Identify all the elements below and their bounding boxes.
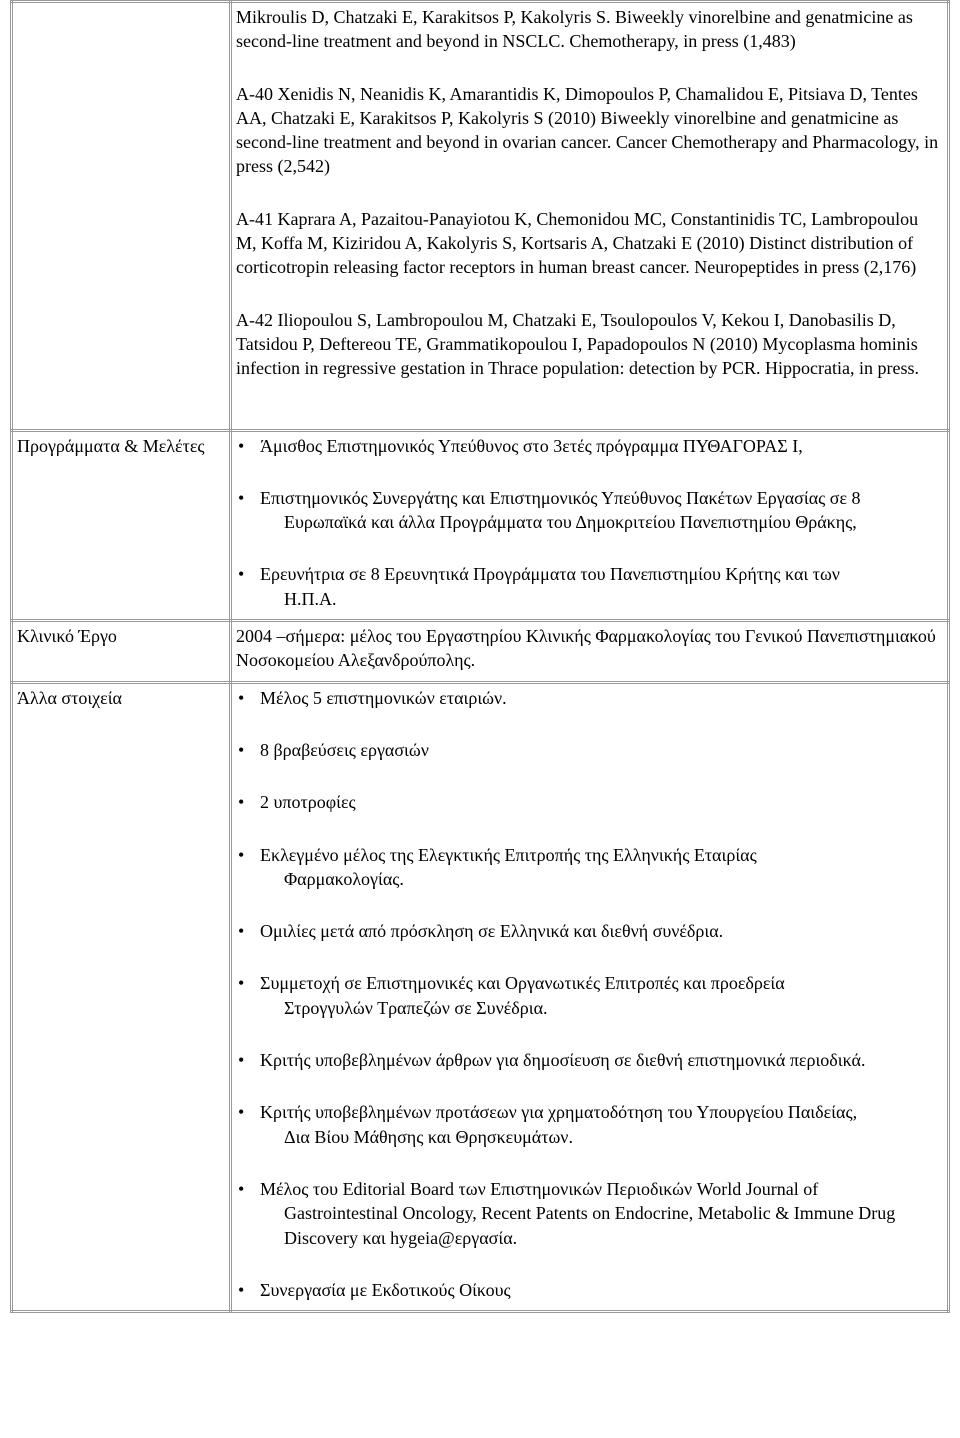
bullet-first-line: Ομιλίες μετά από πρόσκληση σε Ελληνικά κ…: [260, 921, 723, 941]
bullet-first-line: Ερευνήτρια σε 8 Ερευνητικά Προγράμματα τ…: [260, 564, 840, 584]
page: Mikroulis D, Chatzaki E, Karakitsos P, K…: [0, 0, 960, 1353]
row-content-pubs: Mikroulis D, Chatzaki E, Karakitsos P, K…: [231, 2, 949, 431]
bullet-first-line: Συμμετοχή σε Επιστημονικές και Οργανωτικ…: [260, 973, 785, 993]
bullet-cont: Στρογγυλών Τραπεζών σε Συνέδρια.: [260, 996, 943, 1020]
list-item: 2 υποτροφίες: [236, 790, 943, 814]
pub-paragraph: A-42 Iliopoulou S, Lambropoulou M, Chatz…: [236, 308, 943, 381]
table-row: Προγράμματα & Μελέτες Άμισθος Επιστημονι…: [12, 430, 949, 620]
list-item: 8 βραβεύσεις εργασιών: [236, 738, 943, 762]
bullet-first-line: Μέλος 5 επιστημονικών εταιριών.: [260, 688, 507, 708]
pub-paragraph: A-41 Kaprara A, Pazaitou-Panayiotou K, C…: [236, 207, 943, 280]
list-item: Κριτής υποβεβλημένων άρθρων για δημοσίευ…: [236, 1048, 943, 1072]
bullet-first-line: Άμισθος Επιστημονικός Υπεύθυνος στο 3ετέ…: [260, 436, 803, 456]
pub-paragraph: A-40 Xenidis N, Neanidis K, Amarantidis …: [236, 82, 943, 179]
list-item: Μέλος 5 επιστημονικών εταιριών.: [236, 686, 943, 710]
table-row: Mikroulis D, Chatzaki E, Karakitsos P, K…: [12, 2, 949, 431]
row-label-other: Άλλα στοιχεία: [12, 682, 231, 1311]
list-item: Μέλος του Editorial Board των Επιστημονι…: [236, 1177, 943, 1250]
list-item: Συμμετοχή σε Επιστημονικές και Οργανωτικ…: [236, 971, 943, 1020]
pub-paragraph: Mikroulis D, Chatzaki E, Karakitsos P, K…: [236, 5, 943, 54]
bullet-cont: Gastrointestinal Oncology, Recent Patent…: [260, 1201, 943, 1250]
cv-table: Mikroulis D, Chatzaki E, Karakitsos P, K…: [10, 0, 950, 1313]
bullet-first-line: Κριτής υποβεβλημένων προτάσεων για χρημα…: [260, 1102, 857, 1122]
row-label-clinical: Κλινικό Έργο: [12, 621, 231, 683]
list-item: Ερευνήτρια σε 8 Ερευνητικά Προγράμματα τ…: [236, 562, 943, 611]
table-row: Άλλα στοιχεία Μέλος 5 επιστημονικών εται…: [12, 682, 949, 1311]
list-item: Άμισθος Επιστημονικός Υπεύθυνος στο 3ετέ…: [236, 434, 943, 458]
programs-list: Άμισθος Επιστημονικός Υπεύθυνος στο 3ετέ…: [236, 434, 943, 611]
bullet-first-line: Επιστημονικός Συνεργάτης και Επιστημονικ…: [260, 488, 861, 508]
bullet-cont: Δια Βίου Μάθησης και Θρησκευμάτων.: [260, 1125, 943, 1149]
bullet-first-line: 8 βραβεύσεις εργασιών: [260, 740, 429, 760]
list-item: Επιστημονικός Συνεργάτης και Επιστημονικ…: [236, 486, 943, 535]
bullet-cont: Η.Π.Α.: [260, 587, 943, 611]
list-item: Κριτής υποβεβλημένων προτάσεων για χρημα…: [236, 1100, 943, 1149]
bullet-first-line: Συνεργασία με Εκδοτικούς Οίκους: [260, 1280, 511, 1300]
table-row: Κλινικό Έργο 2004 –σήμερα: μέλος του Εργ…: [12, 621, 949, 683]
bullet-first-line: Κριτής υποβεβλημένων άρθρων για δημοσίευ…: [260, 1050, 865, 1070]
other-list: Μέλος 5 επιστημονικών εταιριών. 8 βραβεύ…: [236, 686, 943, 1302]
row-content-programs: Άμισθος Επιστημονικός Υπεύθυνος στο 3ετέ…: [231, 430, 949, 620]
list-item: Ομιλίες μετά από πρόσκληση σε Ελληνικά κ…: [236, 919, 943, 943]
row-label-pubs: [12, 2, 231, 431]
bullet-first-line: Μέλος του Editorial Board των Επιστημονι…: [260, 1179, 818, 1199]
list-item: Εκλεγμένο μέλος της Ελεγκτικής Επιτροπής…: [236, 843, 943, 892]
bullet-cont: Ευρωπαϊκά και άλλα Προγράμματα του Δημοκ…: [260, 510, 943, 534]
row-content-clinical: 2004 –σήμερα: μέλος του Εργαστηρίου Κλιν…: [231, 621, 949, 683]
bullet-first-line: 2 υποτροφίες: [260, 792, 356, 812]
list-item: Συνεργασία με Εκδοτικούς Οίκους: [236, 1278, 943, 1302]
row-content-other: Μέλος 5 επιστημονικών εταιριών. 8 βραβεύ…: [231, 682, 949, 1311]
bullet-cont: Φαρμακολογίας.: [260, 867, 943, 891]
row-label-programs: Προγράμματα & Μελέτες: [12, 430, 231, 620]
clinical-text: 2004 –σήμερα: μέλος του Εργαστηρίου Κλιν…: [236, 626, 936, 670]
bullet-first-line: Εκλεγμένο μέλος της Ελεγκτικής Επιτροπής…: [260, 845, 757, 865]
